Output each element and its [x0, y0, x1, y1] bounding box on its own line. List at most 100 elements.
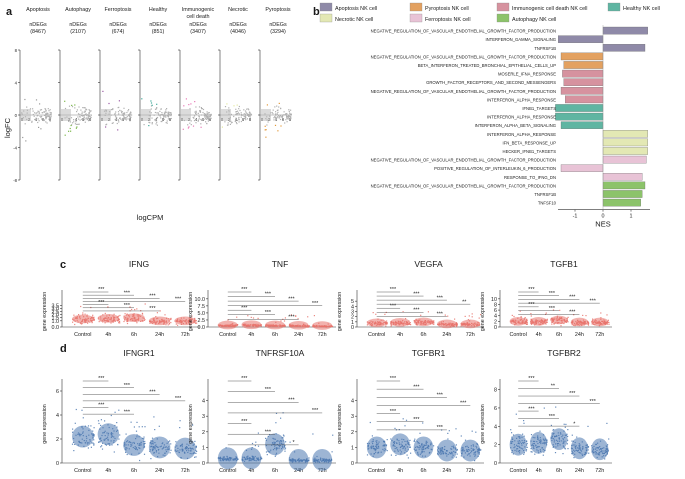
ma-point [183, 105, 185, 107]
ma-point [158, 114, 160, 116]
violin-72h [460, 313, 482, 329]
expression-point [72, 441, 75, 443]
ma-ndegs-label: nDEGs [109, 22, 127, 28]
significance-label: *** [437, 312, 444, 318]
ma-point [205, 115, 207, 117]
expression-point [134, 309, 136, 311]
ma-point [162, 118, 164, 120]
ma-point [237, 110, 239, 112]
violin-72h [174, 315, 198, 326]
significance-label: *** [124, 383, 131, 389]
ma-point [89, 119, 92, 121]
violin-control [72, 305, 95, 326]
ma-point [265, 136, 267, 138]
pathway-label: IFN_BETA_RESPONSE_UP [503, 140, 557, 145]
ma-point [238, 118, 240, 120]
ma-point [64, 100, 66, 102]
violin-4h [97, 306, 121, 324]
expression-point [284, 447, 287, 449]
expression-point [101, 448, 104, 450]
ma-point [86, 119, 88, 121]
expression-point [284, 317, 286, 319]
ma-point [290, 109, 292, 111]
ma-point [235, 117, 237, 119]
category-label: 4h [397, 332, 403, 338]
expression-point [72, 321, 74, 323]
ma-ndegs-label: nDEGs [69, 22, 87, 28]
violin-6h [123, 421, 146, 462]
ma-point [203, 118, 205, 121]
violin-body [366, 318, 387, 328]
ma-point [37, 110, 39, 112]
expression-point [544, 449, 546, 451]
violin-4h [241, 315, 262, 330]
ma-point [167, 116, 170, 118]
gene-ylabel: gene expression [337, 292, 343, 332]
ma-point [197, 120, 199, 122]
expression-point [386, 323, 388, 325]
violin-24h [570, 314, 590, 327]
violin-body [288, 320, 309, 330]
ma-point [285, 113, 287, 115]
violin-control [509, 310, 528, 326]
ma-point [204, 114, 206, 116]
ma-point [194, 111, 196, 113]
ma-point [206, 113, 208, 115]
y-tick-label: 3 [202, 414, 205, 420]
ma-point [73, 119, 75, 121]
ma-point [151, 117, 153, 119]
significance-label: *** [413, 417, 420, 423]
ma-x-tick-label: 8 [289, 117, 292, 122]
expression-point [566, 317, 568, 319]
y-tick-label: 4 [351, 399, 354, 405]
expression-point [274, 455, 276, 457]
violin-body [390, 433, 410, 456]
y-tick-label: 4 [494, 314, 497, 320]
ma-point [231, 121, 233, 123]
nes-bar [602, 198, 641, 207]
y-tick-label: 0 [351, 461, 354, 467]
significance-label: * [573, 421, 576, 427]
nes-bar [602, 138, 648, 147]
ma-point [76, 123, 78, 125]
category-label: Control [368, 468, 385, 474]
expression-point [526, 440, 528, 442]
expression-point [80, 305, 82, 308]
ma-title-line2: cell death [186, 14, 209, 20]
significance-label: *** [528, 376, 535, 382]
expression-point [104, 322, 106, 324]
legend-swatch [496, 2, 510, 12]
ma-title: Necrotic [228, 7, 248, 13]
violin-6h [550, 309, 569, 327]
ma-point [156, 117, 158, 119]
ma-point [239, 109, 241, 112]
gene-title: TGFB1 [550, 259, 578, 269]
category-label: 72h [181, 468, 190, 474]
ma-point [277, 109, 279, 111]
violin-72h [312, 315, 334, 330]
expression-point [530, 434, 533, 436]
violin-control [217, 447, 239, 470]
ma-point [45, 118, 47, 120]
ma-point [123, 118, 125, 120]
ma-point [117, 111, 120, 113]
ma-point [37, 121, 39, 124]
ma-point [125, 119, 127, 121]
expression-point [588, 322, 590, 324]
ma-point [276, 113, 278, 115]
expression-point [456, 324, 458, 326]
ma-point [200, 118, 202, 120]
category-label: 4h [248, 468, 254, 474]
pathway-label: NEGATIVE_REGULATION_OF_VASCULAR_ENDOTHEL… [371, 183, 556, 188]
ma-point [185, 98, 187, 100]
expression-point [136, 421, 138, 423]
expression-point [100, 446, 102, 448]
ma-point [112, 108, 114, 110]
expression-point [285, 441, 287, 443]
expression-point [475, 431, 477, 433]
violin-plot-ifng: IFNG gene expression 0.01.01.52.02.53.03.5… [42, 259, 200, 338]
ma-point [83, 117, 85, 119]
ma-point [194, 101, 196, 103]
expression-point [447, 438, 449, 440]
expression-point [118, 409, 120, 411]
